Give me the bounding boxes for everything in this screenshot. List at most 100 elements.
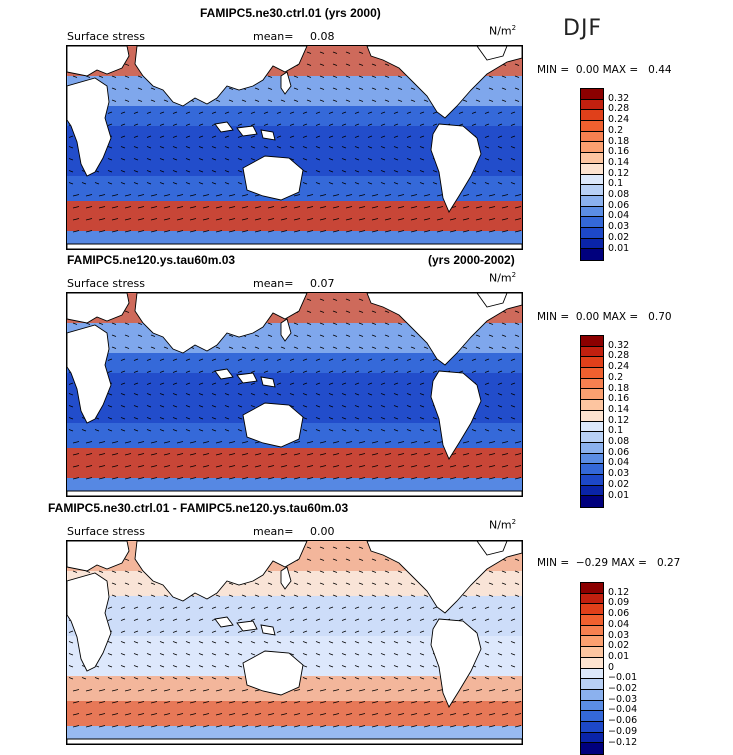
colorbar-swatch (581, 636, 603, 648)
field-label: Surface stress (67, 30, 145, 43)
colorbar-tick-label: 0.28 (608, 350, 630, 362)
colorbar-swatch (581, 131, 603, 143)
colorbar-swatch (581, 89, 603, 100)
colorbar-tick-label: −0.06 (608, 715, 638, 727)
mean-label: mean= (253, 277, 294, 290)
colorbar (580, 335, 604, 508)
colorbar-tick-label: 0.03 (608, 221, 630, 233)
colorbar-tick-label: −0.04 (608, 704, 638, 716)
colorbar-tick-label: 0.03 (608, 468, 630, 480)
colorbar-swatch (581, 99, 603, 111)
colorbar-swatch (581, 153, 603, 164)
colorbar-swatch (581, 249, 603, 260)
mean-label: mean= (253, 30, 294, 43)
colorbar-tick-label: 0.02 (608, 478, 630, 490)
colorbar-swatch (581, 604, 603, 616)
colorbar-swatch (581, 227, 603, 239)
min-value: −0.29 (575, 557, 609, 569)
units-label: N/m2 (489, 24, 517, 38)
colorbar-swatch (581, 336, 603, 347)
colorbar-swatch (581, 238, 603, 250)
colorbar-swatch (581, 615, 603, 626)
colorbar-swatch (581, 700, 603, 712)
colorbar-tick-label: −0.09 (608, 725, 638, 737)
colorbar-tick-label: 0.32 (608, 92, 630, 104)
colorbar-swatch (581, 485, 603, 497)
colorbar-swatch (581, 743, 603, 754)
field-label: Surface stress (67, 277, 145, 290)
colorbar-tick-label: 0.24 (608, 114, 630, 126)
panel-title: FAMIPC5.ne120.ys.tau60m.03 (67, 253, 236, 267)
min-max-readout: MIN = 0.00 MAX = 0.44 (537, 64, 672, 76)
colorbar-swatch (581, 217, 603, 228)
colorbar-tick-label: 0.08 (608, 189, 630, 200)
colorbar-tick-label: 0.18 (608, 135, 630, 147)
colorbar-tick-label: 0.04 (608, 457, 630, 469)
colorbar-tick-label: 0.04 (608, 618, 630, 630)
colorbar-tick-label: −0.12 (608, 736, 638, 748)
colorbar-tick-label: 0.18 (608, 382, 630, 394)
colorbar-swatch (581, 432, 603, 443)
min-label: MIN = (537, 64, 570, 76)
colorbar-tick-label: 0.14 (608, 403, 630, 415)
colorbar (580, 88, 604, 261)
colorbar-tick-label: −0.03 (608, 693, 638, 705)
colorbar-tick-label: 0.28 (608, 103, 630, 115)
mean-value: 0.00 (310, 525, 335, 538)
panel-years: (yrs 2000-2002) (428, 253, 515, 267)
max-value: 0.44 (648, 64, 672, 76)
colorbar-swatch (581, 583, 603, 594)
units-label: N/m2 (489, 518, 517, 532)
map-panel (66, 540, 523, 745)
panel-title: FAMIPC5.ne30.ctrl.01 (yrs 2000) (200, 6, 381, 20)
colorbar-swatch (581, 647, 603, 658)
colorbar-tick-label: 0 (608, 661, 615, 673)
colorbar-tick-label: −0.01 (608, 672, 638, 684)
colorbar-tick-label: 0.2 (608, 124, 624, 136)
colorbar-tick-label: 0.04 (608, 210, 630, 222)
colorbar-tick-label: 0.01 (608, 650, 630, 662)
colorbar-tick-label: 0.12 (608, 414, 630, 426)
min-value: 0.00 (575, 311, 600, 323)
colorbar-tick-label: 0.12 (608, 586, 630, 598)
colorbar-swatch (581, 732, 603, 744)
colorbar-tick-label: 0.16 (608, 146, 630, 158)
colorbar-swatch (581, 174, 603, 186)
colorbar-tick-label: 0.03 (608, 629, 630, 641)
min-value: 0.00 (575, 64, 600, 76)
colorbar-swatch (581, 421, 603, 433)
colorbar-swatch (581, 668, 603, 680)
colorbar-swatch (581, 474, 603, 486)
max-value: 0.27 (656, 557, 681, 569)
colorbar-tick-label: −0.02 (608, 683, 638, 694)
colorbar-swatch (581, 368, 603, 379)
colorbar-swatch (581, 679, 603, 690)
colorbar-tick-label: 0.16 (608, 393, 630, 405)
map-panel (66, 292, 523, 497)
colorbar-swatch (581, 121, 603, 132)
panel-title: FAMIPC5.ne30.ctrl.01 - FAMIPC5.ne120.ys.… (48, 501, 349, 515)
mean-label: mean= (253, 525, 294, 538)
colorbar-swatch (581, 442, 603, 454)
colorbar-tick-label: 0.1 (608, 178, 624, 190)
units-label: N/m2 (489, 271, 517, 285)
colorbar-swatch (581, 195, 603, 207)
map-panel (66, 45, 523, 250)
min-max-readout: MIN = −0.29 MAX = 0.27 (537, 557, 680, 569)
colorbar-tick-label: 0.01 (608, 242, 630, 254)
colorbar-swatch (581, 142, 603, 154)
max-label: MAX = (611, 557, 647, 569)
colorbar-tick-label: 0.02 (608, 640, 630, 652)
colorbar (580, 582, 604, 755)
mean-value: 0.08 (310, 30, 335, 43)
colorbar-tick-label: 0.24 (608, 361, 630, 373)
min-label: MIN = (537, 311, 570, 323)
colorbar-swatch (581, 389, 603, 401)
max-label: MAX = (602, 311, 639, 323)
colorbar-swatch (581, 625, 603, 637)
colorbar-tick-label: 0.08 (608, 436, 630, 447)
colorbar-tick-label: 0.1 (608, 425, 624, 437)
colorbar-swatch (581, 657, 603, 669)
colorbar-tick-label: 0.09 (608, 597, 630, 609)
colorbar-swatch (581, 357, 603, 369)
